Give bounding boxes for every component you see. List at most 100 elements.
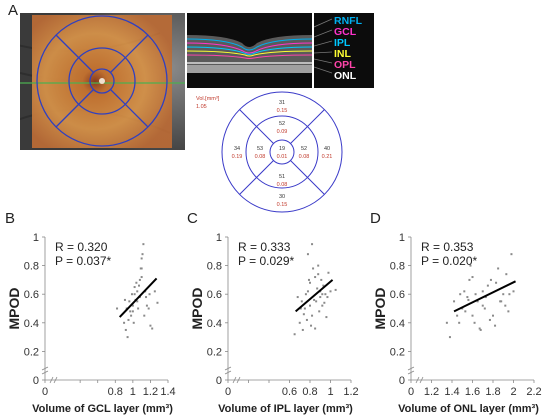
data-point: [464, 310, 467, 313]
x-tick-label: 1.4: [160, 386, 175, 398]
x-tick-label: 1.2: [424, 386, 439, 398]
fundus-graphic: [20, 13, 185, 150]
data-point: [486, 284, 489, 287]
data-point: [296, 296, 299, 299]
data-point: [478, 327, 481, 330]
data-point: [329, 290, 332, 293]
data-point: [468, 278, 471, 281]
x-tick-label: 1: [327, 386, 333, 398]
data-point: [306, 290, 309, 293]
data-point: [302, 313, 305, 316]
x-axis-label: Volume of ONL layer (mm³): [398, 403, 539, 415]
data-point: [300, 300, 303, 303]
etdrs-inner-bottom-volume: 0.08: [277, 182, 288, 188]
y-tick-label: 0.2: [207, 346, 222, 358]
etdrs-inner-right-volume: 0.08: [299, 154, 310, 160]
data-point: [326, 296, 329, 299]
data-point: [507, 310, 510, 313]
y-axis-break: [224, 366, 232, 375]
data-point: [123, 321, 126, 324]
data-point: [474, 293, 477, 296]
data-point: [467, 298, 470, 301]
data-point: [321, 293, 324, 296]
y-tick-label: 0.4: [207, 318, 222, 330]
layer-label-onl: ONL: [334, 70, 357, 82]
data-point: [311, 243, 314, 246]
data-point: [299, 307, 302, 310]
scatter-plot-gcl: 0 0.2 0.4 0.6 0.8 1 0 0.8 1 1.2 1.4 MPOD Volume of G…: [6, 232, 176, 415]
correlation-r-label: R = 0.320: [55, 240, 108, 254]
y-axis-label: MPOD: [189, 288, 205, 330]
data-point: [492, 314, 494, 317]
data-point: [458, 321, 461, 324]
x-tick-label: 1.2: [143, 386, 158, 398]
data-point: [325, 316, 328, 319]
etdrs-scale-value: 1.05: [196, 104, 207, 110]
data-point: [471, 276, 474, 279]
etdrs-outer-bottom-thickness: 30: [279, 194, 285, 200]
data-point: [301, 328, 304, 331]
x-axis-label: Volume of GCL layer (mm³): [32, 403, 173, 415]
data-point: [141, 253, 144, 256]
data-point: [305, 318, 308, 321]
y-axis-break: [407, 366, 415, 375]
y-tick-label: 0.8: [207, 261, 222, 273]
y-tick-label: 0: [33, 375, 39, 387]
y-tick-label: 0.2: [390, 346, 405, 358]
etdrs-volume-map: Vol.[mm³] 1.05 31 0.15 52 0.09 34 0.19 53 0.08 1…: [190, 90, 350, 220]
data-point: [316, 287, 319, 290]
y-tick-label: 0.4: [390, 318, 405, 330]
y-tick-label: 0.2: [24, 346, 39, 358]
data-point: [456, 314, 459, 317]
x-tick-label: 0.6: [282, 386, 297, 398]
etdrs-outer-right-volume: 0.21: [322, 154, 333, 160]
scatter-plot-ipl: 0 0.2 0.4 0.6 0.8 1 0 0.6 0.8 1 1.2 MPOD Volume of I…: [189, 232, 359, 415]
y-tick-label: 0.6: [390, 289, 405, 301]
panel-label-b: B: [5, 210, 16, 227]
layer-legend: RNFL GCL IPL INL OPL ONL: [313, 13, 374, 88]
data-point: [314, 276, 317, 279]
data-point: [315, 300, 318, 303]
y-tick-label: 0: [216, 375, 222, 387]
data-point: [324, 293, 327, 296]
y-tick-label: 0: [399, 375, 405, 387]
x-tick-label: 1.6: [465, 386, 480, 398]
y-tick-label: 0.8: [24, 261, 39, 273]
trend-line: [118, 277, 158, 318]
data-point: [128, 300, 131, 303]
data-point: [497, 267, 500, 270]
data-point: [131, 304, 134, 307]
data-point: [145, 304, 148, 307]
x-tick-label: 2.2: [526, 386, 541, 398]
data-point: [309, 304, 311, 307]
data-point: [293, 333, 296, 336]
layer-label-inl: INL: [334, 48, 352, 60]
data-point: [466, 296, 469, 299]
data-point: [127, 318, 130, 321]
data-point: [124, 328, 127, 331]
data-point: [445, 321, 448, 324]
data-point: [140, 257, 143, 260]
scatter-plot-onl: 0 0.2 0.4 0.6 0.8 1 0 1.2 1.4 1.6 1.8 2 2.2 MPOD Volum…: [372, 232, 542, 415]
data-point: [317, 264, 320, 267]
x-tick-label: 1.4: [444, 386, 459, 398]
fundus-image: [20, 13, 185, 150]
y-axis-label: MPOD: [372, 288, 388, 330]
p-value-label: P = 0.029*: [238, 254, 294, 268]
layer-label-ipl: IPL: [334, 37, 351, 49]
data-point: [136, 300, 139, 303]
x-tick-label: 2: [510, 386, 516, 398]
data-point: [484, 296, 487, 299]
data-point: [510, 253, 513, 256]
x-tick-label: 1.8: [485, 386, 500, 398]
data-point: [309, 281, 311, 284]
data-point: [500, 300, 503, 303]
y-tick-label: 1: [399, 232, 405, 244]
trend-line: [453, 280, 516, 313]
data-point: [143, 314, 146, 317]
data-point: [298, 321, 301, 324]
etdrs-outer-top-thickness: 31: [279, 100, 285, 106]
data-point: [126, 336, 129, 339]
data-point: [156, 301, 159, 304]
etdrs-inner-right-thickness: 52: [301, 146, 307, 152]
